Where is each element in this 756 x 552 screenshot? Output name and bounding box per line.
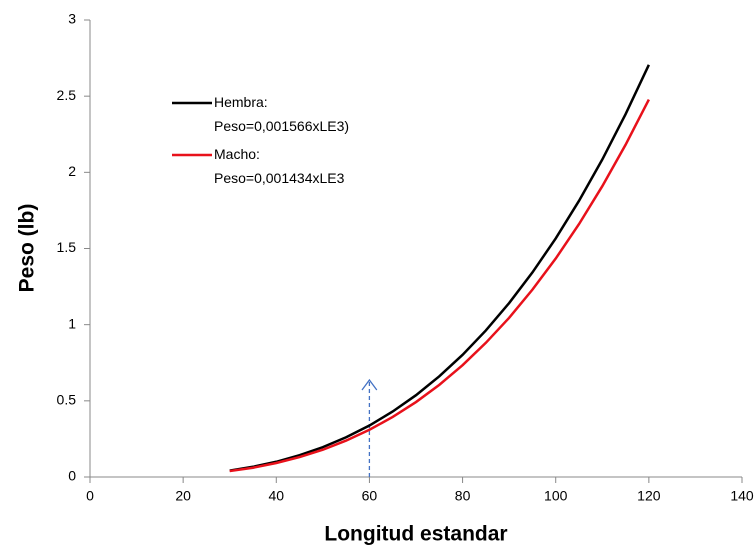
x-tick-label: 20	[175, 488, 191, 504]
legend-label: Macho: Peso=0,001434xLE3	[214, 146, 345, 186]
y-tick-label: 1.5	[57, 239, 77, 255]
x-tick-label: 120	[637, 488, 661, 504]
y-tick-label: 2.5	[57, 87, 77, 103]
y-tick-label: 3	[68, 11, 76, 27]
legend-label: Hembra: Peso=0,001566xLE3)	[214, 94, 350, 134]
y-tick-label: 0.5	[57, 392, 77, 408]
x-tick-label: 80	[455, 488, 471, 504]
x-axis-title: Longitud estandar	[324, 523, 507, 546]
x-tick-label: 140	[730, 488, 754, 504]
y-tick-label: 0	[68, 468, 76, 484]
series-line	[229, 98, 650, 473]
annotation-arrow	[361, 378, 378, 477]
y-tick-label: 2	[68, 163, 76, 179]
y-tick-label: 1	[68, 315, 76, 331]
x-tick-label: 60	[362, 488, 378, 504]
x-tick-label: 0	[86, 488, 94, 504]
y-axis-title: Peso (lb)	[16, 204, 39, 293]
series-line	[229, 64, 650, 472]
x-tick-label: 40	[268, 488, 284, 504]
x-tick-label: 100	[544, 488, 568, 504]
